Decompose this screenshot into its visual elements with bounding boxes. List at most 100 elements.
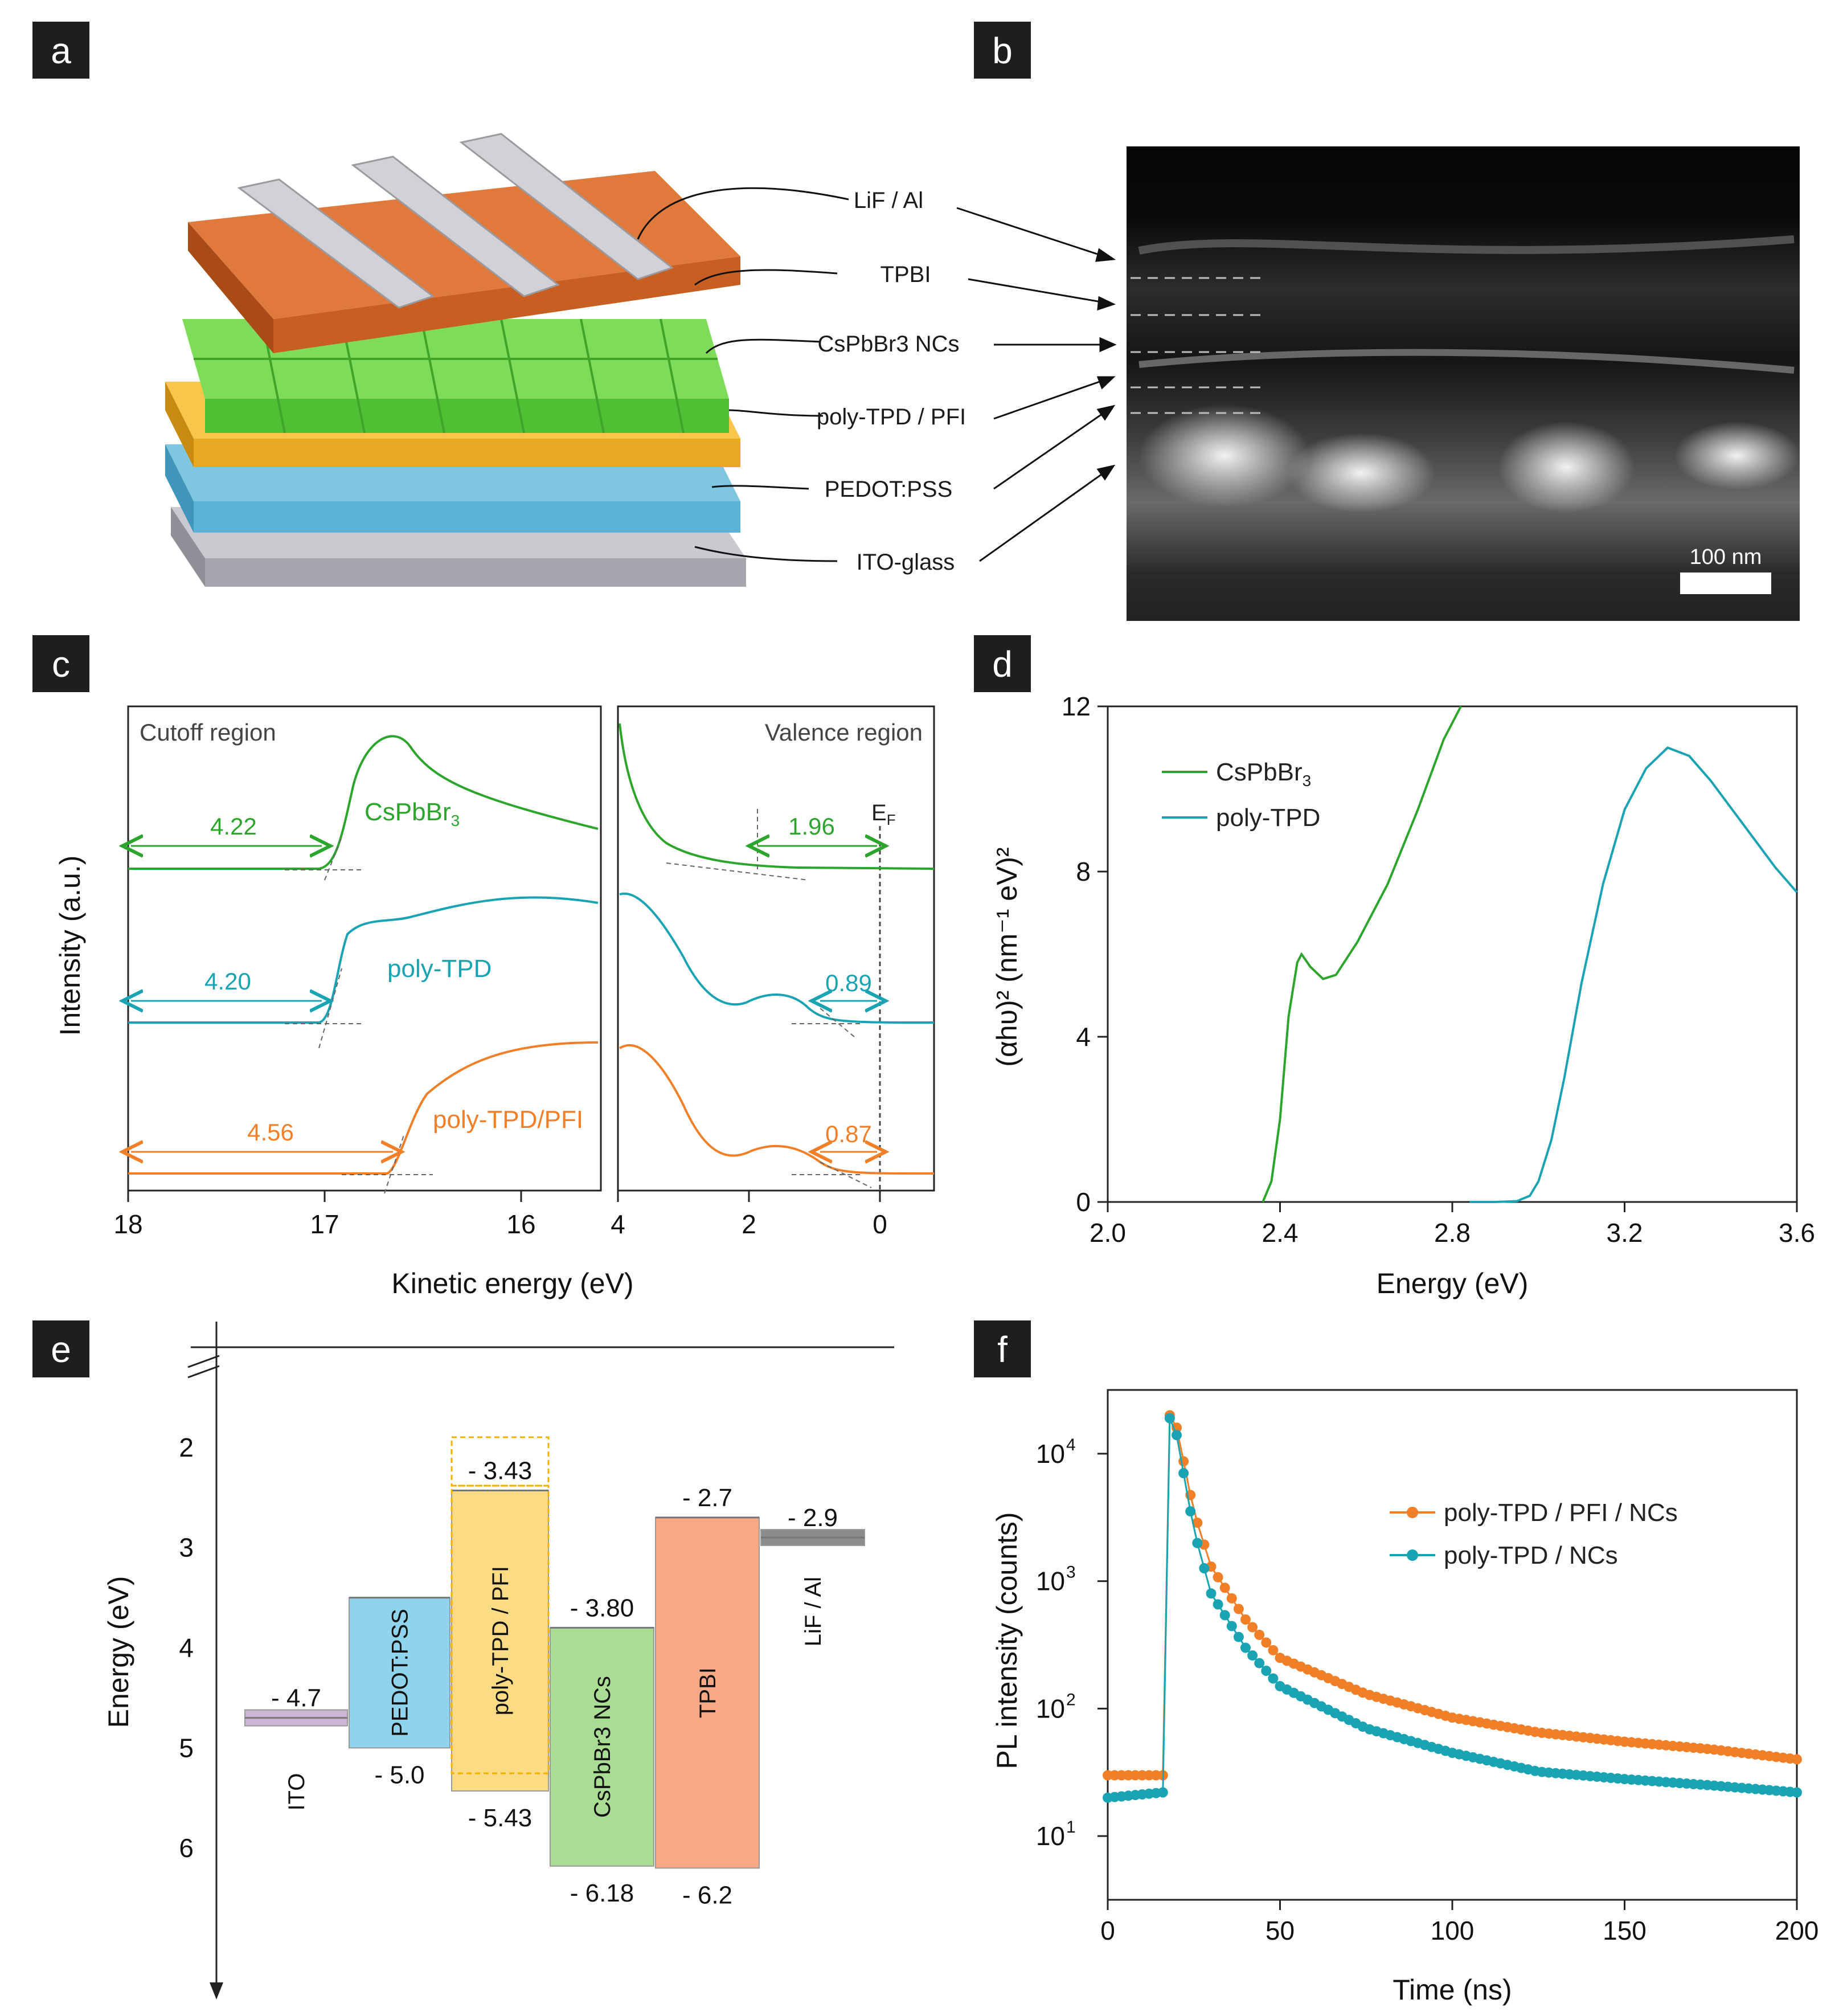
trpl-xtick-label: 0 bbox=[1100, 1916, 1115, 1945]
trpl-data-point bbox=[1254, 1658, 1265, 1669]
ups-xlabel: Kinetic energy (eV) bbox=[391, 1267, 633, 1299]
trpl-series-line-1 bbox=[1107, 1417, 1797, 1799]
layer-label-pedot: PEDOT:PSS bbox=[825, 477, 953, 502]
energy-layer-name: LiF / Al bbox=[801, 1577, 826, 1646]
valence-value-polytpd: 0.89 bbox=[825, 970, 872, 996]
energy-tick-label: 6 bbox=[179, 1833, 194, 1863]
cutoff-region-label: Cutoff region bbox=[140, 719, 276, 746]
trpl-data-point bbox=[1240, 1642, 1251, 1653]
svg-text:f: f bbox=[997, 1329, 1007, 1370]
tauc-xtick-label: 2.0 bbox=[1090, 1218, 1126, 1248]
cutoff-value-polytpd: 4.20 bbox=[204, 968, 251, 995]
energy-bottom-label: - 6.18 bbox=[570, 1879, 634, 1907]
trpl-ytick-exponent: 3 bbox=[1066, 1563, 1076, 1582]
device-stack-illustration bbox=[165, 133, 746, 587]
valence-frame bbox=[617, 705, 935, 1192]
trpl-data-point bbox=[1219, 1610, 1230, 1621]
valence-value-polytpd-pfi: 0.87 bbox=[825, 1121, 872, 1147]
trpl-ytick-exponent: 1 bbox=[1066, 1818, 1076, 1837]
panel-label-f: f bbox=[974, 1320, 1031, 1377]
energy-top-label: - 4.7 bbox=[271, 1684, 321, 1712]
trpl-ytick-label: 10 bbox=[1036, 1694, 1065, 1723]
energy-ylabel: Energy (eV) bbox=[103, 1576, 134, 1728]
svg-text:c: c bbox=[52, 644, 70, 685]
energy-bottom-label: - 5.0 bbox=[374, 1761, 424, 1789]
energy-top-label: - 3.80 bbox=[570, 1594, 634, 1622]
fermi-label: EF bbox=[871, 800, 896, 828]
valence-value-cspbbr3: 1.96 bbox=[788, 813, 835, 840]
legend-label-cspbbr3: CsPbBr3 bbox=[1216, 758, 1311, 790]
layer-label-tpbi: TPBI bbox=[880, 262, 931, 287]
trpl-ytick-label: 10 bbox=[1036, 1821, 1065, 1851]
cutoff-tick-label: 17 bbox=[310, 1209, 339, 1239]
trpl-xtick-label: 150 bbox=[1603, 1916, 1647, 1945]
trpl-data-point bbox=[1792, 1754, 1802, 1765]
trpl-data-point bbox=[1164, 1413, 1175, 1424]
energy-axis-arrow bbox=[210, 1982, 223, 1999]
energy-layer-name: ITO bbox=[284, 1773, 309, 1811]
valence-tick-label: 0 bbox=[873, 1209, 887, 1239]
trpl-xtick-label: 200 bbox=[1775, 1916, 1819, 1945]
tem-image: 100 nm bbox=[1127, 146, 1800, 621]
layer-arrows bbox=[956, 207, 1117, 562]
energy-top-label: - 3.43 bbox=[468, 1457, 533, 1485]
scale-bar bbox=[1680, 573, 1771, 594]
tauc-ytick-label: 0 bbox=[1076, 1187, 1091, 1217]
trpl-data-point bbox=[1247, 1650, 1258, 1661]
pfi-dashed-box bbox=[450, 1436, 550, 1487]
energy-layer-name: TPBI bbox=[695, 1667, 720, 1718]
trpl-data-point bbox=[1185, 1506, 1196, 1517]
cutoff-curve-cspbbr3 bbox=[128, 735, 599, 870]
cutoff-frame bbox=[127, 705, 602, 1192]
tauc-ylabel: (αhυ)² (nm⁻¹ eV)² bbox=[991, 847, 1023, 1066]
trpl-data-point bbox=[1233, 1604, 1244, 1614]
trpl-data-point bbox=[1268, 1645, 1279, 1655]
curve-label-polytpd-pfi: poly-TPD/PFI bbox=[433, 1106, 583, 1134]
trpl-data-point bbox=[1792, 1787, 1802, 1798]
tauc-ytick-label: 12 bbox=[1062, 692, 1091, 721]
trpl-xlabel: Time (ns) bbox=[1393, 1974, 1512, 2006]
valence-curve-polytpd bbox=[619, 892, 935, 1024]
tauc-series-1 bbox=[1469, 746, 1798, 1203]
trpl-ytick-label: 10 bbox=[1036, 1567, 1065, 1596]
energy-layer-name: PEDOT:PSS bbox=[388, 1609, 413, 1737]
cutoff-tick-label: 18 bbox=[113, 1209, 142, 1239]
trpl-data-point bbox=[1192, 1537, 1203, 1548]
layer-label-lif-al: LiF / Al bbox=[854, 188, 923, 213]
legend-marker-ncs bbox=[1407, 1549, 1418, 1561]
valence-curve-polytpd-pfi bbox=[619, 1044, 935, 1175]
cutoff-value-polytpd-pfi: 4.56 bbox=[247, 1119, 294, 1146]
trpl-data-point bbox=[1268, 1673, 1279, 1684]
layer-label-ito-glass: ITO-glass bbox=[857, 550, 955, 575]
trpl-ytick-exponent: 2 bbox=[1066, 1690, 1076, 1709]
trpl-ytick-label: 10 bbox=[1036, 1439, 1065, 1469]
trpl-data-point bbox=[1261, 1666, 1272, 1676]
svg-text:b: b bbox=[992, 30, 1013, 71]
trpl-ytick-exponent: 4 bbox=[1066, 1436, 1076, 1454]
energy-level-bar bbox=[655, 1516, 760, 1869]
energy-level-bar bbox=[550, 1627, 654, 1867]
tauc-xtick-label: 2.4 bbox=[1262, 1218, 1299, 1248]
trpl-data-point bbox=[1213, 1572, 1223, 1582]
cutoff-value-cspbbr3: 4.22 bbox=[210, 813, 257, 840]
layer-leader-lines bbox=[637, 187, 849, 562]
trpl-data-point bbox=[1178, 1468, 1189, 1479]
curve-label-cspbbr3: CsPbBr3 bbox=[364, 798, 460, 829]
legend-label-pfi-ncs: poly-TPD / PFI / NCs bbox=[1444, 1499, 1678, 1527]
tauc-series-0 bbox=[1262, 706, 1462, 1203]
energy-tick-label: 4 bbox=[179, 1633, 194, 1663]
tauc-xtick-label: 2.8 bbox=[1434, 1218, 1471, 1248]
energy-tick-label: 2 bbox=[179, 1433, 194, 1462]
energy-diagram: Energy (eV) 2 3 4 5 6 - 4.7 ITO - 5.0 PEDOT:PSS… bbox=[103, 1322, 894, 1999]
layer-label-cspbbr3: CsPbBr3 NCs bbox=[818, 332, 960, 357]
ups-chart: Cutoff region Valence region Intensity (… bbox=[54, 705, 935, 1299]
valence-tick-label: 2 bbox=[742, 1209, 756, 1239]
ups-ylabel: Intensity (a.u.) bbox=[54, 856, 86, 1036]
energy-bottom-label: - 5.43 bbox=[468, 1804, 533, 1832]
layer-labels: LiF / Al TPBI CsPbBr3 NCs poly-TPD / PFI… bbox=[817, 188, 966, 575]
energy-top-label: - 2.7 bbox=[682, 1484, 732, 1512]
trpl-data-point bbox=[1240, 1614, 1251, 1625]
panel-label-b: b bbox=[974, 22, 1031, 79]
panel-label-a: a bbox=[32, 22, 89, 79]
